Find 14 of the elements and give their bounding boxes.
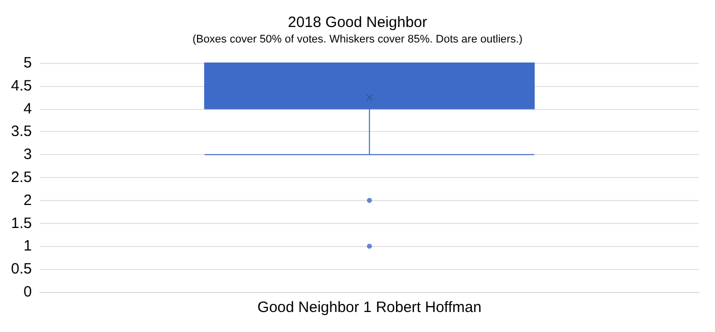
x-tick-label: Good Neighbor 1 Robert Hoffman: [257, 299, 482, 316]
y-tick-label: 4: [24, 100, 32, 118]
chart-title: 2018 Good Neighbor: [288, 14, 428, 31]
y-tick-label: 2: [24, 192, 32, 209]
y-tick-label: 1: [24, 238, 32, 255]
y-tick-label: 0.5: [10, 260, 32, 278]
y-tick-label: 0: [24, 284, 32, 300]
y-tick-label: 2.5: [10, 169, 32, 186]
y-tick-label: 1.5: [10, 214, 32, 232]
y-tick-label: 4.5: [10, 77, 32, 94]
y-tick-label: 3.5: [10, 123, 32, 140]
y-tick-label: 5: [24, 54, 32, 72]
chart-subtitle: (Boxes cover 50% of votes. Whiskers cover 85%. Dots are outliers.): [192, 34, 523, 46]
y-tick-label: 3: [24, 146, 32, 164]
